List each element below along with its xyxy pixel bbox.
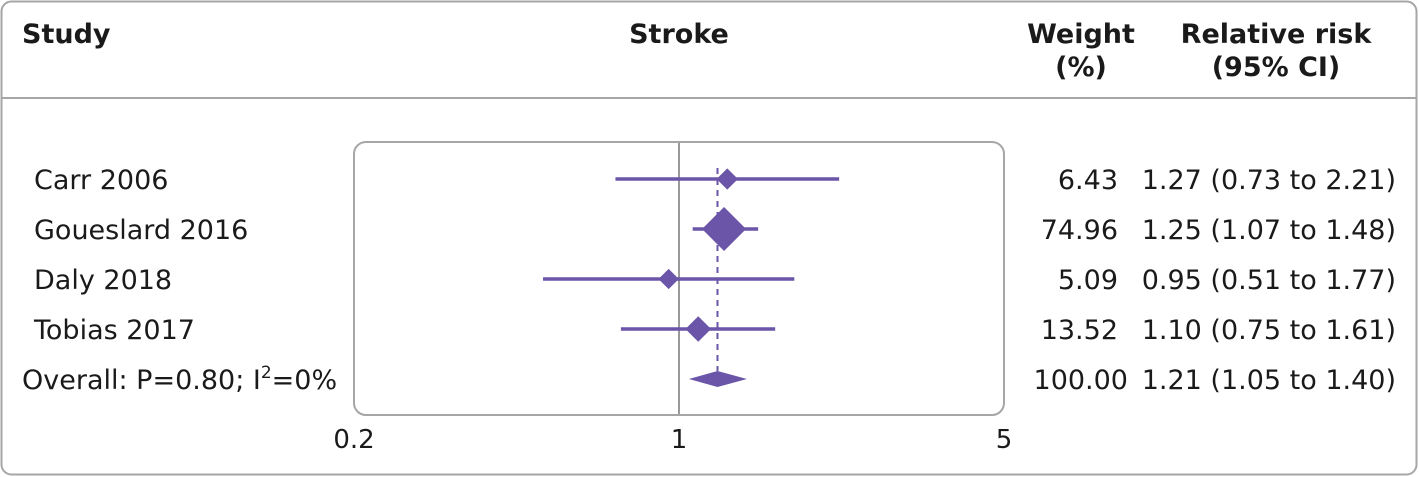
study-relative-risk: 1.25 (1.07 to 1.48) — [1142, 215, 1396, 246]
plot-panel — [353, 141, 1005, 416]
study-label: Goueslard 2016 — [34, 215, 248, 246]
study-relative-risk: 1.27 (0.73 to 2.21) — [1142, 165, 1396, 196]
study-relative-risk: 1.10 (0.75 to 1.61) — [1142, 315, 1396, 346]
chart-marks: Carr 2006 6.43 1.27 (0.73 to 2.21) Goueslar… — [33, 165, 1396, 396]
x-tick-label: 1 — [671, 425, 688, 455]
overall-relative-risk: 1.21 (1.05 to 1.40) — [1142, 365, 1396, 396]
weight-column-header-line1: Weight — [1027, 19, 1135, 50]
weight-column-header-line2: (%) — [1055, 52, 1107, 83]
study-weight: 74.96 — [1041, 215, 1118, 246]
study-label: Tobias 2017 — [33, 315, 195, 346]
x-tick-label: 5 — [996, 425, 1013, 455]
study-weight: 5.09 — [1058, 265, 1118, 296]
x-tick-label: 0.2 — [333, 425, 374, 455]
rr-column-header-line1: Relative risk — [1181, 19, 1373, 50]
x-axis-ticks: 0.2 1 5 — [333, 425, 1012, 455]
overall-diamond — [688, 371, 747, 387]
overall-label-superscript: 2 — [261, 363, 272, 383]
study-relative-risk: 0.95 (0.51 to 1.77) — [1142, 265, 1396, 296]
rr-column-header-line2: (95% CI) — [1212, 52, 1341, 83]
overall-weight: 100.00 — [1034, 365, 1128, 396]
study-label: Carr 2006 — [34, 165, 168, 196]
outcome-title: Stroke — [629, 19, 729, 50]
study-point-estimate — [685, 316, 712, 342]
study-point-estimate — [658, 268, 679, 290]
overall-label-suffix: =0% — [272, 365, 337, 396]
study-point-estimate — [716, 168, 738, 190]
study-label: Daly 2018 — [34, 265, 172, 296]
overall-label: Overall: P=0.80; I2=0% — [22, 363, 337, 396]
overall-label-prefix: Overall: P=0.80; I — [22, 365, 261, 396]
study-column-header: Study — [22, 19, 111, 50]
study-point-estimate — [702, 207, 747, 251]
study-weight: 6.43 — [1058, 165, 1118, 196]
study-weight: 13.52 — [1041, 315, 1118, 346]
